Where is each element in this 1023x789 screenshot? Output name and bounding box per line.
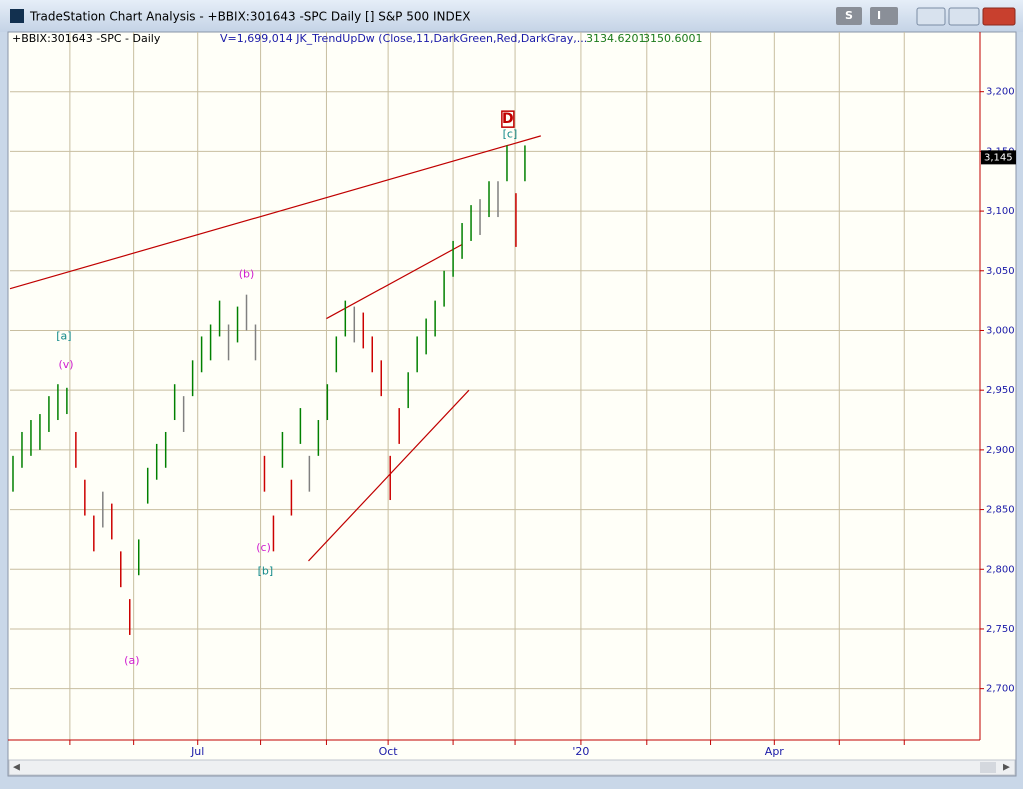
- wave-label: (c): [256, 541, 271, 554]
- close-button[interactable]: [982, 7, 1016, 26]
- wave-label: [c]: [503, 128, 518, 141]
- s-button-label[interactable]: S: [845, 9, 853, 22]
- x-tick-label: Jul: [190, 745, 204, 758]
- indicator-value: 3134.6201: [586, 32, 646, 45]
- wave-label: [b]: [258, 565, 274, 578]
- y-tick-label: 2,900: [986, 445, 1015, 456]
- plot: Jul Oct '20 Apr 2,700 2,750 2,800 2,850 2,900 2,9…: [9, 32, 1016, 758]
- y-tick-label: 3,100: [986, 206, 1015, 217]
- trend-line: [308, 389, 470, 562]
- trend-line: [9, 135, 541, 290]
- s-button[interactable]: [836, 7, 862, 25]
- y-tick-label: 3,000: [986, 325, 1015, 336]
- trend-line: [326, 243, 463, 320]
- scroll-left[interactable]: ◀: [13, 763, 20, 773]
- wave-label: [a]: [56, 329, 71, 342]
- y-tick-label: 2,750: [986, 624, 1015, 635]
- wave-label: (v): [58, 358, 73, 371]
- wave-label: (b): [239, 267, 255, 280]
- y-tick-label: 3,200: [986, 87, 1015, 98]
- app-icon: [10, 9, 24, 23]
- maximize-button[interactable]: [948, 7, 980, 26]
- wave-label: D: [502, 111, 514, 127]
- x-tick-label: Apr: [765, 745, 785, 758]
- scrollbar[interactable]: [8, 759, 1016, 776]
- indicator-label: V=1,699,014 JK_TrendUpDw (Close,11,DarkG…: [220, 32, 587, 45]
- y-tick-label: 2,700: [986, 684, 1015, 695]
- annotation-box: [501, 110, 515, 128]
- i-button-label[interactable]: I: [877, 9, 881, 22]
- y-tick-label: 2,950: [986, 385, 1015, 396]
- scroll-thumb[interactable]: [980, 762, 996, 773]
- symbol-label: +BBIX:301643 -SPC - Daily: [12, 32, 161, 45]
- last-price-box: [981, 150, 1016, 165]
- wave-label: (a): [124, 654, 139, 667]
- y-tick-label: 2,800: [986, 564, 1015, 575]
- y-tick-label: 3,050: [986, 266, 1015, 277]
- x-tick-label: '20: [572, 745, 589, 758]
- i-button[interactable]: [870, 7, 898, 25]
- minimize-button[interactable]: [916, 7, 946, 26]
- indicator-value: 3150.6001: [643, 32, 703, 45]
- scroll-right[interactable]: ▶: [1003, 763, 1010, 773]
- last-price-label: 3,145: [984, 152, 1013, 163]
- x-tick-label: Oct: [379, 745, 399, 758]
- chart-area: [7, 31, 1017, 777]
- y-tick-label: 2,850: [986, 505, 1015, 516]
- window-title: TradeStation Chart Analysis - +BBIX:3016…: [29, 10, 471, 24]
